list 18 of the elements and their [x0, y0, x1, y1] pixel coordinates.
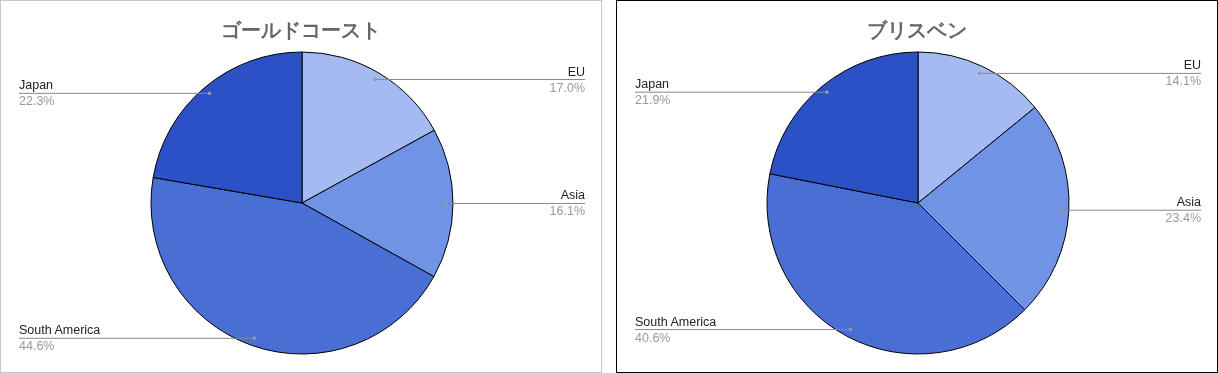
data-label: 44.6%	[19, 339, 55, 354]
data-label: 22.3%	[19, 94, 55, 109]
slice-label: South America	[635, 314, 717, 329]
data-label: 21.9%	[635, 93, 671, 108]
slice-label: Japan	[635, 77, 670, 92]
data-label: 23.4%	[1165, 211, 1201, 226]
slice-label: Asia	[560, 188, 586, 203]
data-label: 14.1%	[1165, 74, 1201, 89]
slice-label: Asia	[1176, 195, 1202, 210]
slice-label: EU	[1183, 58, 1201, 73]
data-label: 16.1%	[549, 204, 585, 219]
slice-label: South America	[19, 323, 101, 338]
slice-label: Japan	[19, 78, 54, 93]
slice-label: EU	[567, 64, 585, 79]
chart-title: ブリスベン	[867, 18, 967, 42]
chart-title: ゴールドコースト	[221, 18, 381, 42]
data-label: 40.6%	[635, 330, 671, 345]
data-label: 17.0%	[549, 80, 585, 95]
